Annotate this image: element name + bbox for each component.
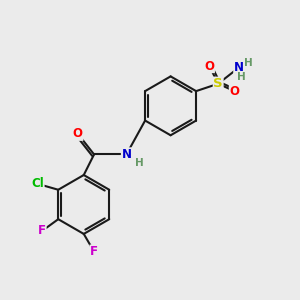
Text: H: H — [237, 72, 246, 82]
Text: O: O — [230, 85, 239, 98]
Text: Cl: Cl — [31, 177, 44, 190]
Text: F: F — [90, 245, 98, 258]
Text: S: S — [213, 77, 223, 90]
Text: O: O — [73, 127, 83, 140]
Text: O: O — [204, 60, 214, 73]
Text: F: F — [38, 224, 46, 238]
Text: H: H — [135, 158, 144, 168]
Text: H: H — [244, 58, 253, 68]
Text: N: N — [122, 148, 131, 161]
Text: N: N — [234, 61, 244, 74]
